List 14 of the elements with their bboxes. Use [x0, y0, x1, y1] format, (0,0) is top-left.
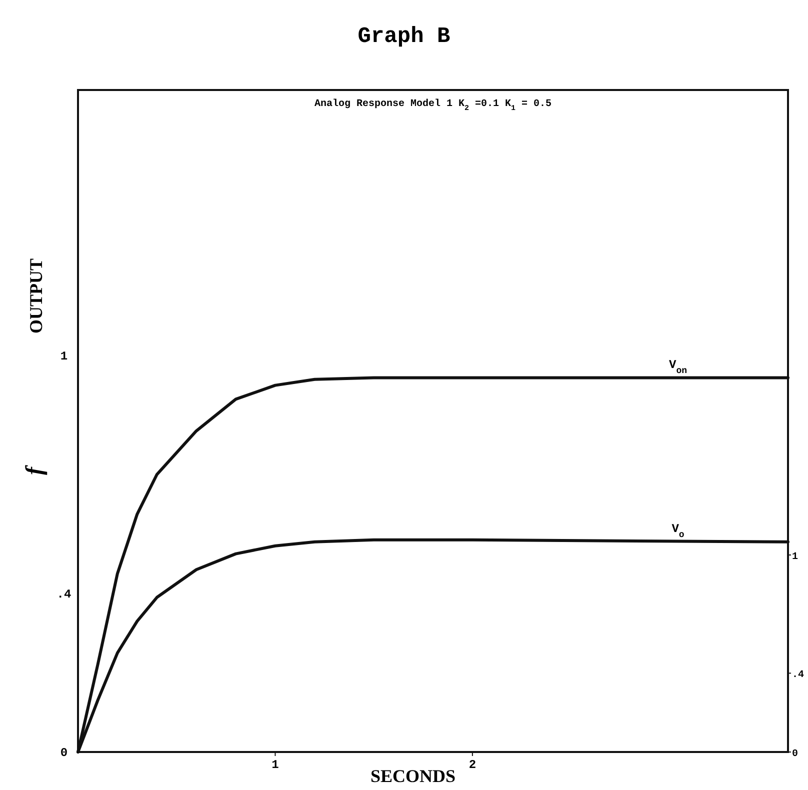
- text: f: [22, 465, 48, 475]
- series-label: V$_{o}$: [672, 522, 684, 540]
- y-tick-label: 1: [60, 350, 68, 364]
- y-tick-label: 0: [60, 746, 68, 760]
- x-tick-label: 2: [468, 758, 476, 772]
- y2-tick-label: 0: [792, 749, 798, 760]
- x-axis-title: SECONDS: [370, 766, 456, 786]
- y2-tick-label: 1: [792, 552, 798, 563]
- y-axis-title: OUTPUT: [26, 258, 46, 334]
- y-tick-label: .4: [56, 587, 72, 602]
- y2-tick-label: .4: [792, 670, 804, 682]
- text: Analog Response Model 1 K$_{2}$ =0.1 K$_{1}$ = 0.5: [314, 98, 552, 113]
- chart-title: Graph B: [358, 24, 450, 49]
- series-label: V$_{on}$: [668, 358, 688, 376]
